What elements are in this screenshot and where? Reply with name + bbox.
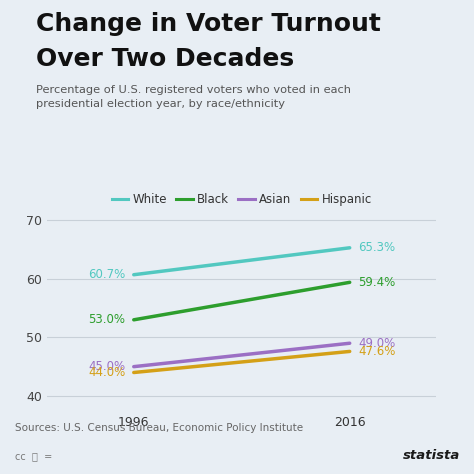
- Text: Over Two Decades: Over Two Decades: [36, 47, 294, 72]
- Legend: White, Black, Asian, Hispanic: White, Black, Asian, Hispanic: [107, 189, 376, 211]
- Text: Sources: U.S. Census Bureau, Economic Policy Institute: Sources: U.S. Census Bureau, Economic Po…: [15, 423, 303, 433]
- Text: cc  ⓘ  =: cc ⓘ =: [15, 451, 53, 461]
- Text: 47.6%: 47.6%: [358, 345, 396, 358]
- Text: 45.0%: 45.0%: [88, 360, 125, 373]
- Text: Percentage of U.S. registered voters who voted in each
presidential election yea: Percentage of U.S. registered voters who…: [36, 85, 351, 109]
- Text: 60.7%: 60.7%: [88, 268, 125, 281]
- Text: statista: statista: [402, 449, 460, 462]
- Text: 49.0%: 49.0%: [358, 337, 396, 350]
- Text: 44.0%: 44.0%: [88, 366, 125, 379]
- Text: 65.3%: 65.3%: [358, 241, 395, 254]
- Text: Change in Voter Turnout: Change in Voter Turnout: [36, 12, 381, 36]
- Text: 53.0%: 53.0%: [88, 313, 125, 326]
- Text: 59.4%: 59.4%: [358, 276, 396, 289]
